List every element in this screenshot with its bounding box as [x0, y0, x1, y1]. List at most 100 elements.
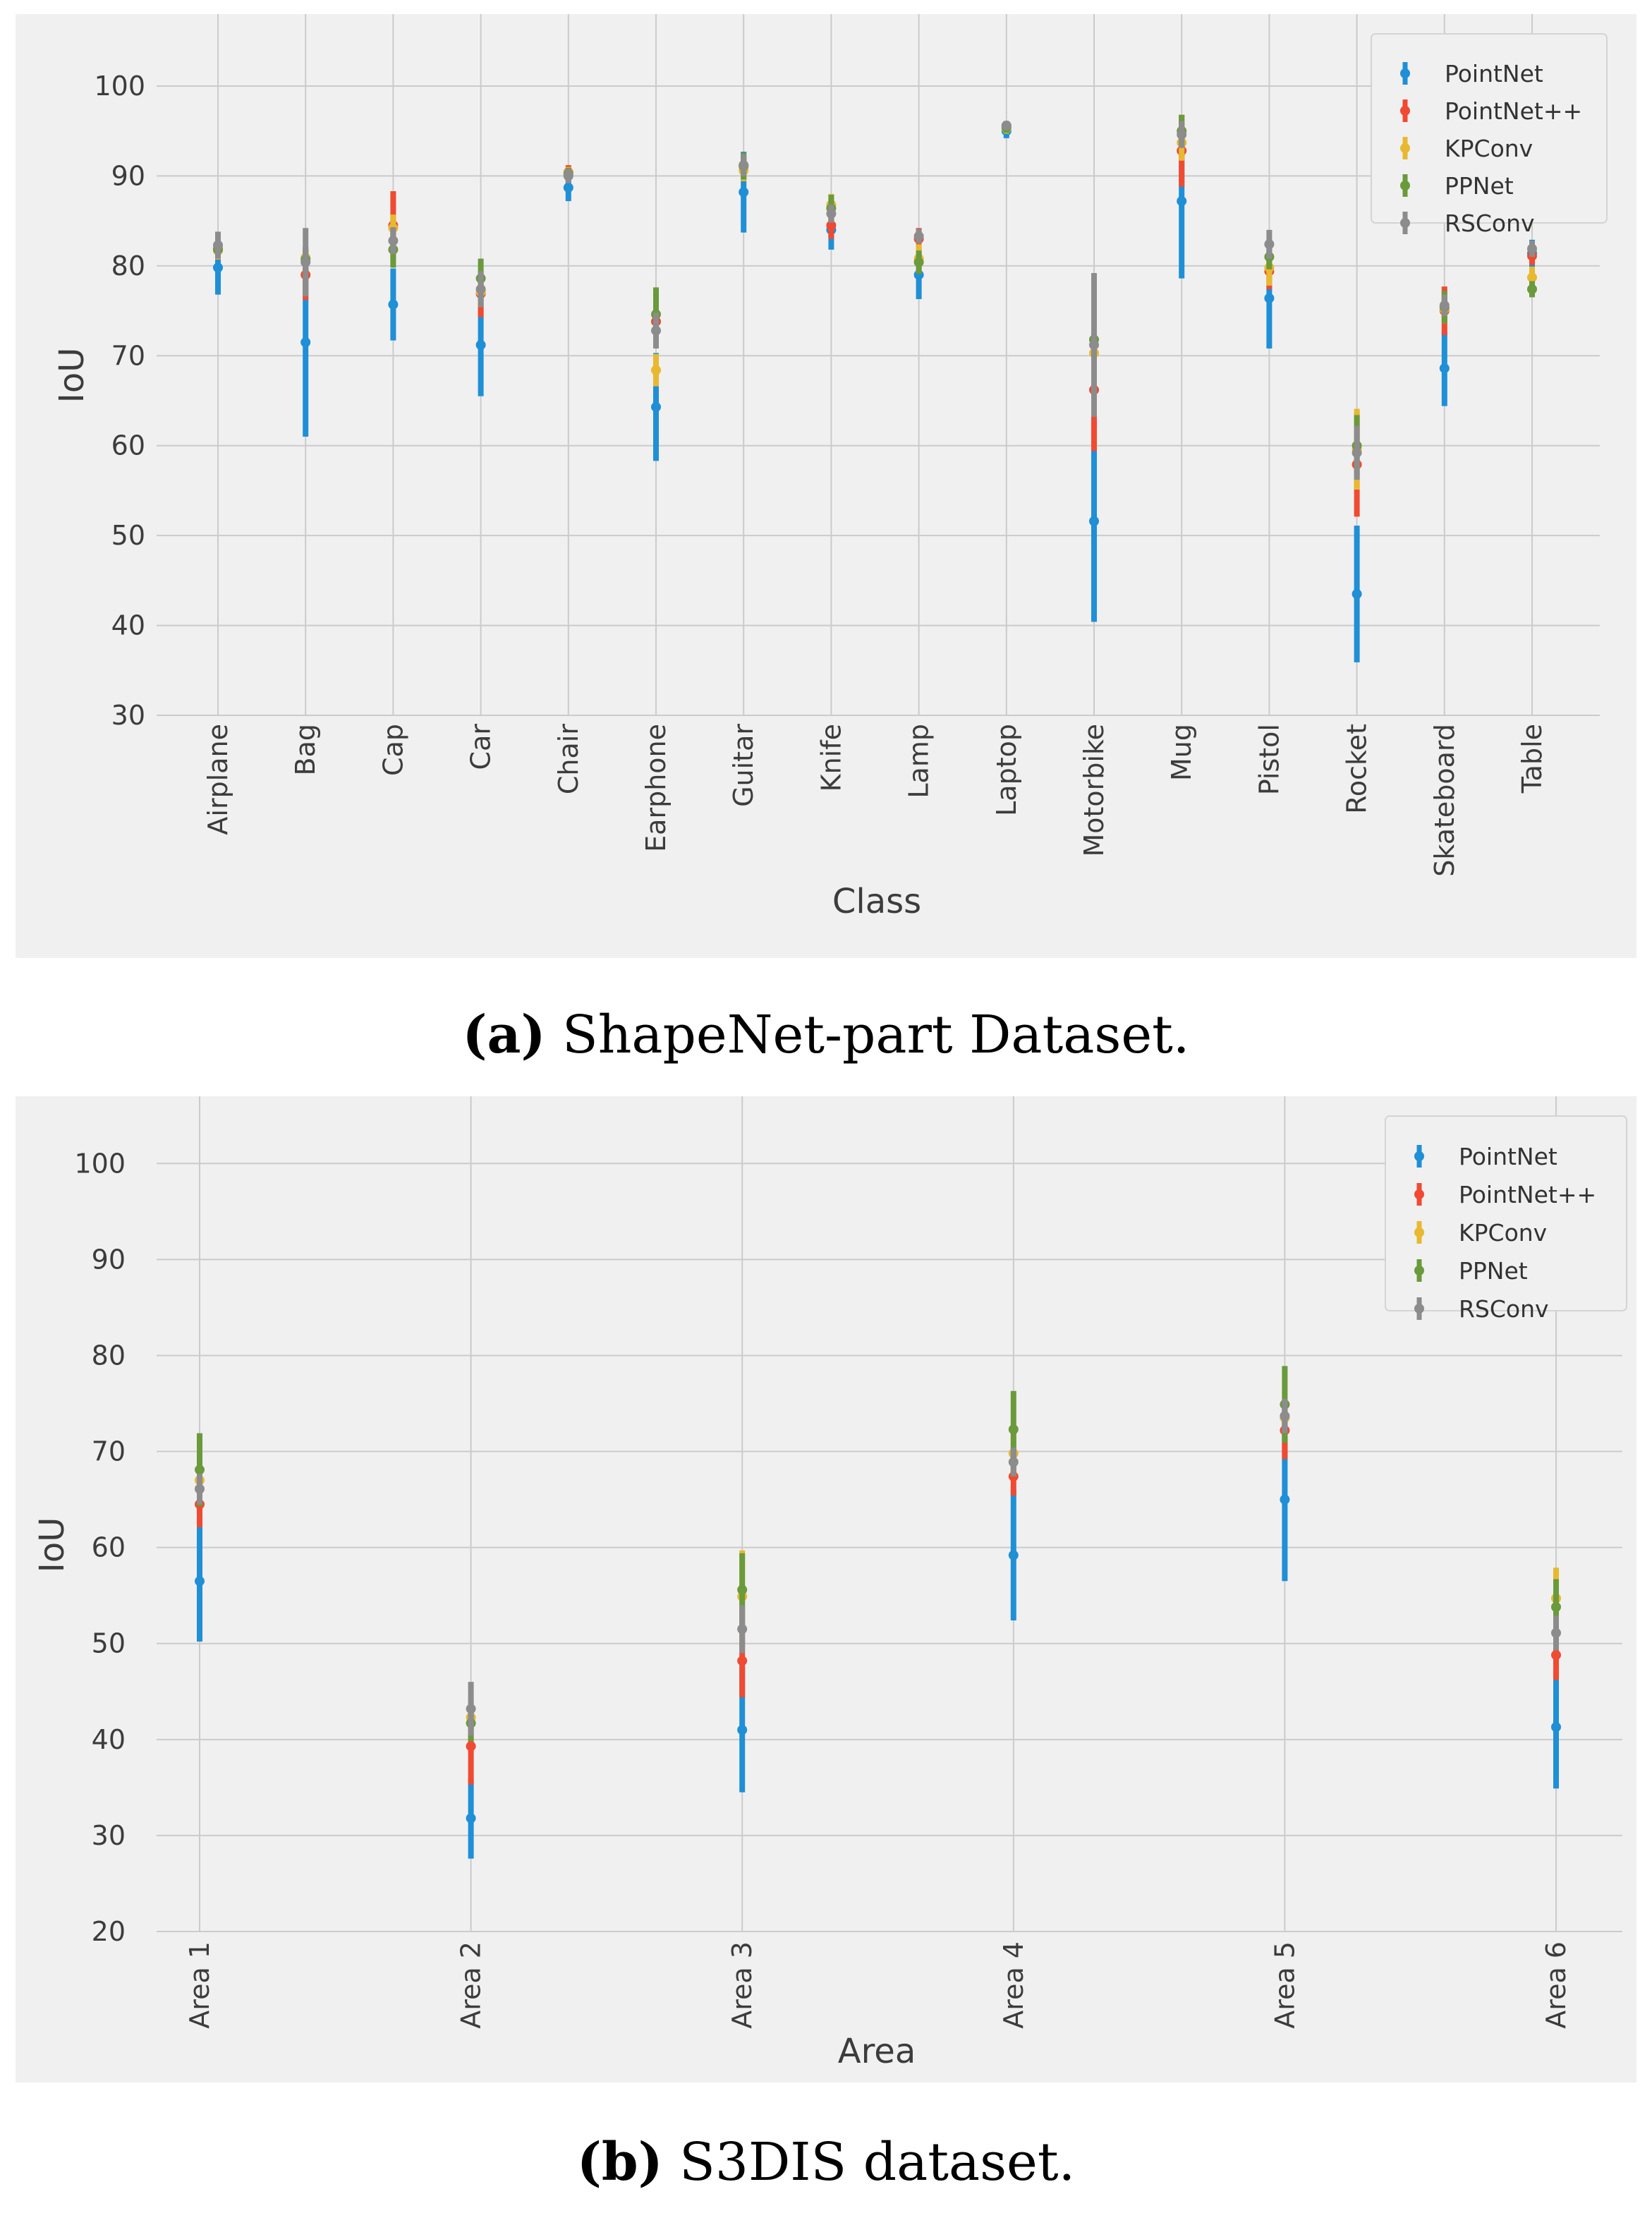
point-rsconv: [1089, 339, 1099, 350]
point-rsconv: [1527, 243, 1537, 254]
legend-marker-dot: [1400, 68, 1410, 78]
legend-marker-dot: [1414, 1151, 1424, 1161]
x-tick-label: Guitar: [728, 724, 759, 807]
point-pointnet: [739, 187, 749, 198]
legend-entry: PointNet++: [1459, 1181, 1596, 1208]
y-tick-label: 40: [92, 1724, 126, 1755]
point-pointnet: [1008, 1550, 1019, 1560]
point-pointnet: [737, 1725, 748, 1735]
point-ppnet: [737, 1584, 748, 1595]
legend-entry: PPNet: [1445, 172, 1514, 200]
point-rsconv: [213, 240, 223, 250]
point-rsconv: [1551, 1627, 1561, 1638]
legend-marker-dot: [1400, 106, 1410, 116]
x-tick-label: Knife: [815, 724, 846, 792]
point-rsconv: [739, 160, 749, 171]
point-rsconv: [1280, 1411, 1290, 1421]
x-tick-label: Area 2: [456, 1941, 487, 2029]
legend-marker-dot: [1414, 1304, 1424, 1314]
caption-letter: (b): [576, 2132, 663, 2193]
point-ppnet: [913, 257, 924, 267]
x-tick-label: Area 3: [727, 1941, 758, 2029]
point-kpconv: [651, 365, 661, 375]
point-pointnet: [563, 182, 573, 193]
y-tick-label: 20: [92, 1916, 126, 1947]
y-tick-label: 30: [111, 700, 145, 731]
x-tick-label: Pistol: [1253, 724, 1284, 795]
point-kpconv: [1527, 272, 1537, 283]
legend-entry: KPConv: [1459, 1219, 1547, 1247]
point-rsconv: [651, 325, 661, 336]
point-rsconv: [1001, 121, 1012, 131]
point-rsconv: [913, 231, 924, 241]
caption-letter: (a): [462, 1005, 546, 1065]
legend-entry: PointNet++: [1445, 97, 1582, 125]
legend-box: [1385, 1115, 1627, 1311]
x-tick-label: Area 6: [1541, 1941, 1572, 2029]
point-ppnet: [195, 1465, 205, 1475]
point-pointnet: [213, 262, 223, 273]
point-pointnet: [651, 401, 661, 412]
caption-text: ShapeNet-part Dataset.: [545, 1005, 1190, 1065]
x-tick-label: Earphone: [640, 724, 672, 852]
y-tick-label: 80: [92, 1340, 126, 1371]
chart-panel-shapenet: 30 40 50 60 70 80 90 100 Airplane Bag Cap Car Chair E…: [16, 14, 1636, 958]
point-ppnet: [1527, 284, 1537, 294]
x-tick-label: Car: [466, 724, 497, 770]
y-axis-label: IoU: [32, 1517, 72, 1573]
point-rsconv: [826, 208, 837, 219]
y-tick-label: 100: [94, 71, 145, 102]
point-pointnet: [1089, 516, 1099, 526]
legend-marker-dot: [1414, 1227, 1424, 1237]
y-tick-label: 90: [111, 160, 145, 191]
legend-marker-dot: [1400, 218, 1410, 228]
legend-marker-dot: [1400, 181, 1410, 190]
point-pointnet: [1352, 588, 1362, 599]
y-tick-label: 50: [92, 1628, 126, 1659]
caption-text: S3DIS dataset.: [662, 2132, 1076, 2193]
point-pointnet: [466, 1813, 476, 1824]
caption-s3dis: (b) S3DIS dataset.: [0, 2132, 1652, 2193]
x-tick-label: Airplane: [202, 724, 233, 835]
x-tick-label: Area 5: [1269, 1941, 1300, 2029]
x-tick-label: Area 4: [998, 1941, 1029, 2029]
point-pointnet: [475, 339, 486, 350]
legend-entry: PointNet: [1459, 1143, 1557, 1170]
y-tick-label: 70: [92, 1436, 126, 1467]
point-pointnet: [1551, 1722, 1561, 1733]
legend-box: [1371, 33, 1608, 224]
point-rsconv: [195, 1484, 205, 1494]
point-rsconv: [737, 1624, 748, 1635]
caption-shapenet: (a) ShapeNet-part Dataset.: [0, 1005, 1652, 1065]
point-rsconv: [1439, 300, 1450, 310]
y-tick-label: 80: [111, 250, 145, 281]
point-rsconv: [388, 236, 399, 246]
chart-panel-s3dis: 20 30 40 50 60 70 80 90 100 Area 1 Area 2 Area 3 Are…: [16, 1096, 1636, 2082]
point-pointnet: [195, 1576, 205, 1587]
legend-entry: KPConv: [1445, 135, 1533, 162]
point-rsconv: [563, 171, 573, 181]
x-tick-label: Skateboard: [1429, 724, 1460, 877]
point-rsconv: [475, 284, 486, 294]
x-tick-label: Cap: [377, 724, 408, 776]
legend-entry: RSConv: [1445, 210, 1535, 237]
point-rsconv: [1352, 447, 1362, 458]
x-tick-label: Mug: [1166, 724, 1197, 781]
point-rsconv: [466, 1704, 476, 1714]
x-tick-label: Motorbike: [1079, 724, 1110, 857]
x-tick-label: Bag: [290, 724, 321, 775]
x-tick-label: Rocket: [1342, 724, 1373, 814]
point-rsconv: [300, 257, 311, 267]
legend-entry: PPNet: [1459, 1257, 1528, 1285]
y-tick-label: 100: [74, 1148, 126, 1179]
y-tick-label: 90: [92, 1244, 126, 1275]
chart-shapenet-part: 30 40 50 60 70 80 90 100 Airplane Bag Cap Car Chair E…: [52, 14, 1608, 921]
point-pointnetpp: [1551, 1650, 1561, 1661]
y-axis-label: IoU: [52, 348, 92, 404]
legend-marker-dot: [1414, 1266, 1424, 1275]
legend-marker-dot: [1414, 1189, 1424, 1199]
point-pointnet: [1439, 363, 1450, 374]
point-rsconv: [1008, 1457, 1019, 1467]
point-ppnet: [1008, 1424, 1019, 1435]
point-pointnet: [300, 337, 311, 348]
